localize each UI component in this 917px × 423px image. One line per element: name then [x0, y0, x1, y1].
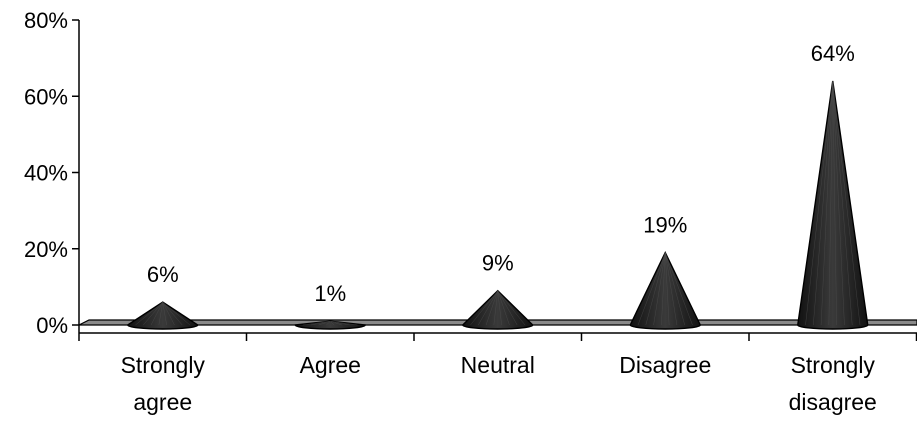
- cone-facet: [158, 302, 163, 326]
- data-label: 9%: [482, 251, 514, 276]
- cone-bar: [294, 320, 366, 330]
- cone-facet: [485, 290, 498, 326]
- cone-body: [629, 250, 701, 330]
- cone-facet: [326, 321, 331, 326]
- cone-facet: [497, 290, 518, 326]
- cone-facet: [330, 320, 358, 326]
- cone-facet: [820, 80, 833, 326]
- y-tick-label: 40%: [24, 161, 68, 186]
- cone-facet: [653, 252, 666, 326]
- cone-facet: [330, 321, 335, 326]
- cone-facet: [832, 80, 853, 326]
- cone-body: [462, 289, 534, 330]
- x-category-label: Strongly disagree: [789, 352, 877, 415]
- cone-facet: [828, 80, 833, 326]
- cone-bar: [629, 250, 701, 330]
- cone-facet: [135, 301, 163, 326]
- x-category-label: Agree: [300, 352, 361, 378]
- cone-facet: [162, 302, 175, 326]
- cone-facet: [665, 252, 685, 326]
- cone-body: [294, 320, 366, 330]
- cone-facet: [805, 80, 833, 326]
- cone-facet: [832, 80, 861, 326]
- data-label: 1%: [314, 281, 346, 306]
- marks-layer: [127, 80, 869, 330]
- cone-facet: [478, 290, 498, 326]
- cone-facet: [665, 252, 670, 326]
- data-label: 64%: [811, 41, 855, 66]
- x-category-label: Disagree: [619, 352, 711, 378]
- cone-facet: [832, 80, 837, 326]
- cone-facet: [645, 252, 666, 326]
- y-tick-label: 0%: [36, 313, 68, 338]
- cone-facet: [318, 320, 331, 326]
- cone-facet: [143, 301, 163, 326]
- cone-facet: [470, 290, 498, 326]
- cone-facet: [497, 290, 502, 326]
- cone-facet: [493, 290, 498, 326]
- cone-facet: [813, 80, 833, 326]
- cone-facet: [665, 252, 678, 326]
- cone-bar: [797, 80, 869, 330]
- cone-facet: [497, 290, 510, 326]
- cone-facet: [665, 252, 693, 326]
- cone-facet: [310, 320, 331, 326]
- cone-bar: [462, 289, 534, 330]
- cone-body: [797, 80, 869, 330]
- cone-bar: [127, 301, 199, 330]
- cone-facet: [637, 252, 666, 326]
- cone-facet: [832, 80, 845, 326]
- x-category-label: Neutral: [461, 352, 535, 378]
- cone-facet: [162, 301, 183, 326]
- cone-facet: [162, 301, 191, 326]
- cone-body: [127, 301, 199, 330]
- cone-facet: [497, 290, 526, 326]
- cone-facet: [162, 302, 167, 326]
- data-label: 19%: [643, 213, 687, 238]
- label-layer: 0% 20% 40% 60% 80% 6% 1% 9% 19% 64% Strongly agree A…: [24, 8, 877, 415]
- y-tick-label: 20%: [24, 237, 68, 262]
- cone-facet: [150, 302, 163, 326]
- axis-layer: [72, 19, 917, 341]
- data-label: 6%: [147, 262, 179, 287]
- x-category-label: Strongly agree: [121, 352, 206, 415]
- y-tick-label: 60%: [24, 84, 68, 109]
- y-tick-label: 80%: [24, 8, 68, 33]
- cone-facet: [661, 252, 666, 326]
